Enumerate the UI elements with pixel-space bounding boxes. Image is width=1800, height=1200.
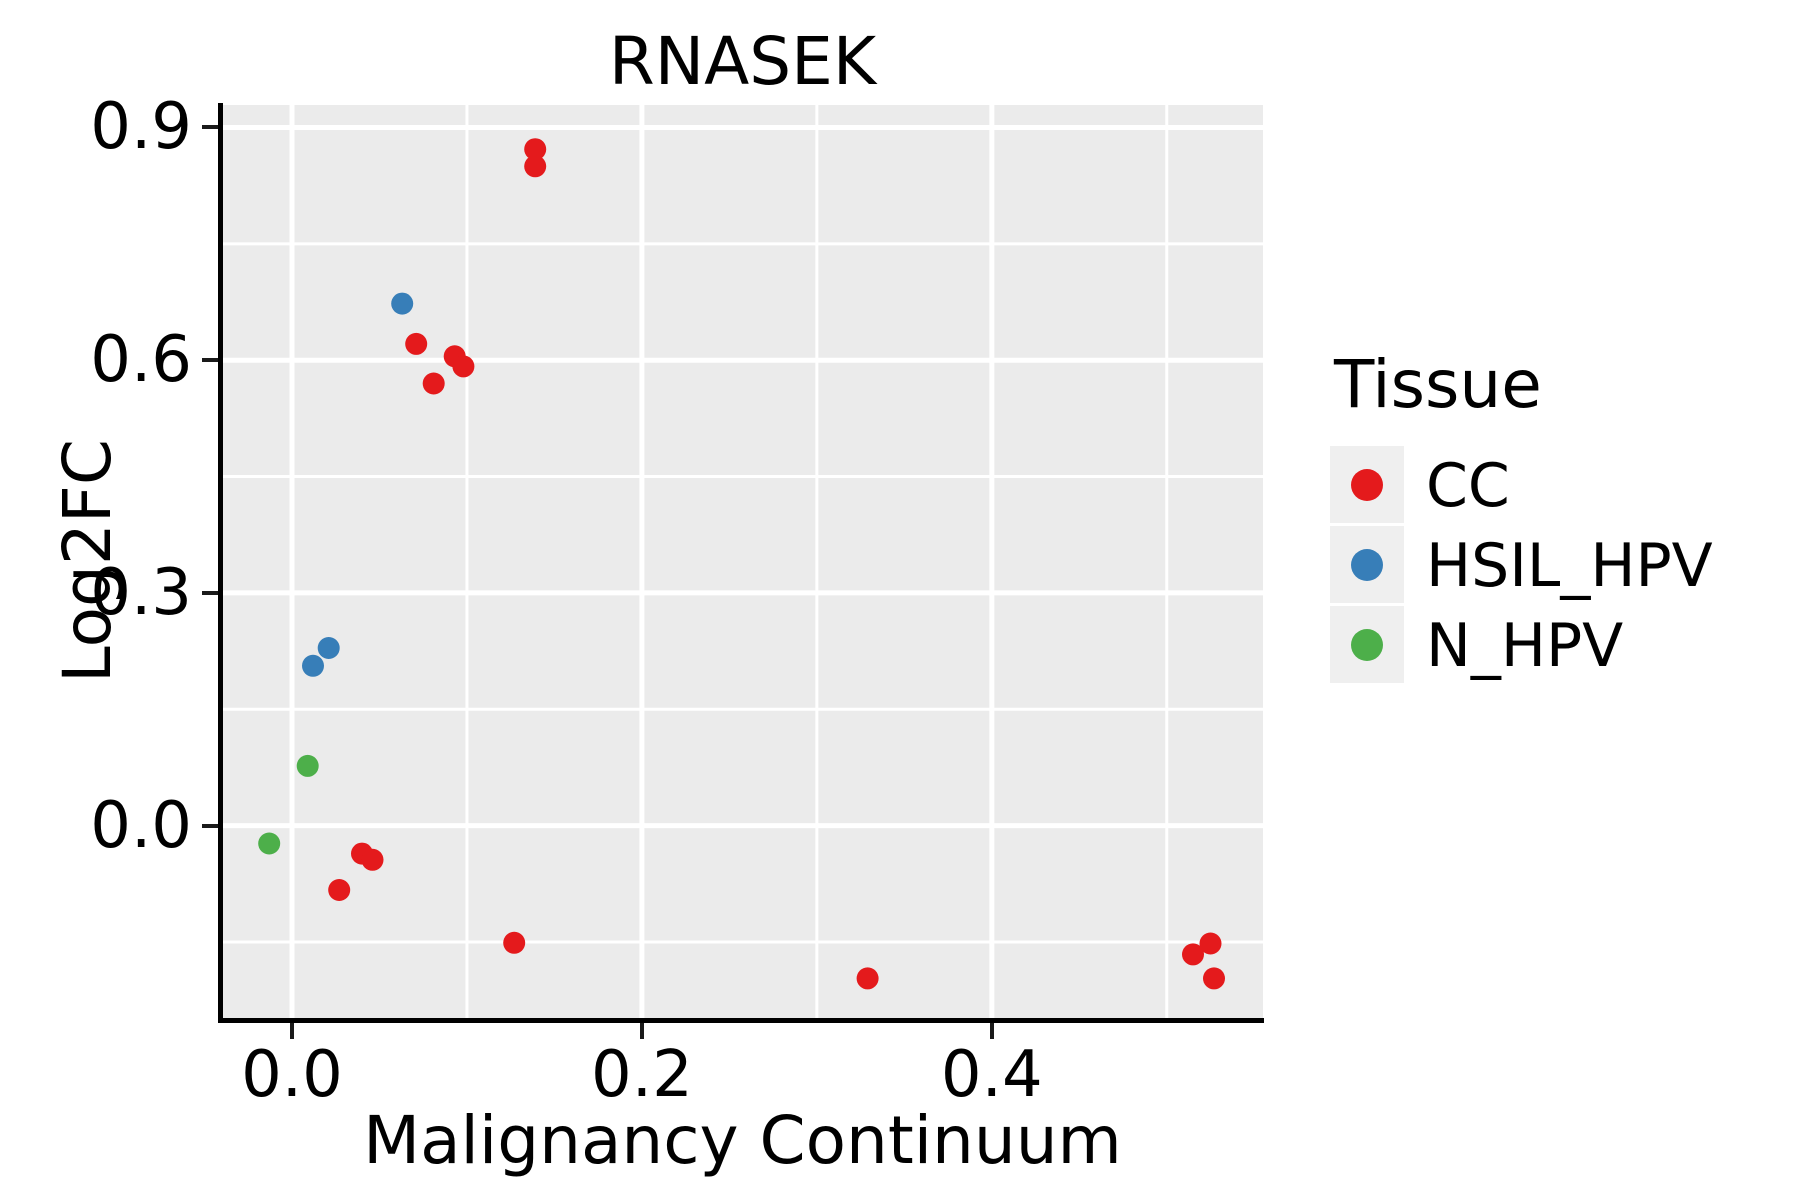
- data-point-cc: [422, 372, 445, 395]
- y-tick-mark: [202, 125, 218, 130]
- x-tick-mark: [289, 1023, 294, 1039]
- plot-title: RNASEK: [608, 23, 877, 100]
- cc-point-icon: [1351, 468, 1383, 501]
- x-tick-mark: [639, 1023, 644, 1039]
- data-point-cc: [405, 332, 428, 355]
- y-axis-title: Log2FC: [49, 439, 126, 683]
- n_hpv-point-icon: [1351, 628, 1383, 661]
- y-tick-mark: [202, 358, 218, 363]
- y-axis-line: [218, 103, 223, 1023]
- legend-key-swatch: [1330, 446, 1404, 523]
- data-point-cc: [524, 138, 547, 161]
- data-point-cc: [1182, 943, 1204, 966]
- data-point-cc: [503, 931, 526, 954]
- legend: Tissue CC HSIL_HPV N_HPV: [1330, 352, 1713, 686]
- y-tick-mark: [202, 590, 218, 595]
- x-tick-label: 0.0: [241, 1038, 343, 1112]
- legend-key-swatch: [1330, 606, 1404, 683]
- data-point-cc: [1203, 967, 1225, 990]
- data-point-cc: [856, 967, 879, 990]
- plot-panel: [222, 105, 1263, 1018]
- data-point-n_hpv: [296, 754, 319, 777]
- legend-item-hsil_hpv: HSIL_HPV: [1330, 526, 1713, 606]
- y-tick-label: 0.0: [90, 788, 192, 863]
- data-point-cc: [361, 848, 384, 871]
- x-tick-mark: [989, 1023, 994, 1039]
- legend-title: Tissue: [1334, 346, 1542, 423]
- legend-item-cc: CC: [1330, 446, 1713, 526]
- data-point-n_hpv: [258, 832, 281, 855]
- legend-item-label: HSIL_HPV: [1426, 531, 1713, 601]
- data-point-cc: [524, 155, 547, 178]
- data-point-cc: [1199, 932, 1222, 955]
- legend-item-label: CC: [1426, 451, 1510, 521]
- x-tick-label: 0.2: [591, 1038, 693, 1112]
- x-axis-line: [218, 1018, 1264, 1023]
- data-point-hsil_hpv: [302, 654, 324, 677]
- y-tick-label: 0.9: [90, 90, 192, 165]
- legend-item-n_hpv: N_HPV: [1330, 606, 1713, 686]
- y-tick-label: 0.3: [90, 555, 192, 630]
- data-point-hsil_hpv: [391, 292, 414, 315]
- legend-items: CC HSIL_HPV N_HPV: [1330, 446, 1713, 686]
- scatter-plot-canvas: [222, 105, 1263, 1018]
- data-point-cc: [452, 355, 475, 378]
- hsil_hpv-point-icon: [1351, 548, 1383, 581]
- y-tick-mark: [202, 823, 218, 828]
- legend-key-swatch: [1330, 526, 1404, 603]
- x-tick-label: 0.4: [940, 1038, 1043, 1112]
- legend-item-label: N_HPV: [1426, 611, 1624, 681]
- data-point-hsil_hpv: [317, 637, 340, 659]
- data-point-cc: [328, 879, 351, 901]
- y-tick-label: 0.6: [90, 323, 192, 398]
- x-axis-title: Malignancy Continuum: [363, 1102, 1122, 1179]
